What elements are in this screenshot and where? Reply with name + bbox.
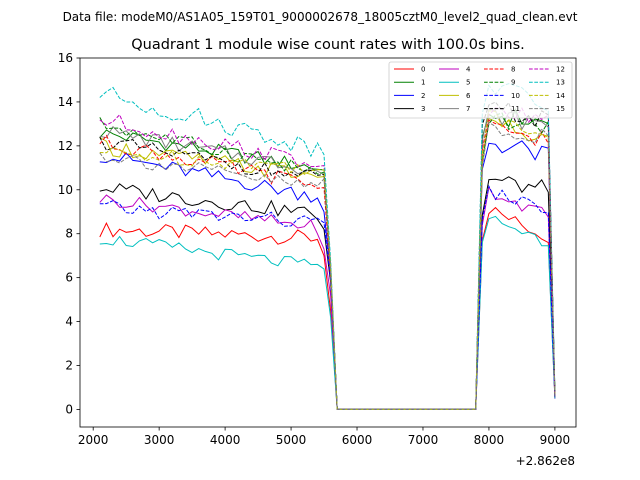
plot-area [99, 83, 556, 410]
legend-label-13: 13 [556, 79, 565, 87]
x-tick-label: 3000 [144, 433, 175, 447]
x-tick-label: 8000 [474, 433, 505, 447]
legend-label-3: 3 [421, 105, 425, 113]
x-tick-label: 2000 [78, 433, 109, 447]
y-tick-label: 4 [65, 315, 73, 329]
legend-label-1: 1 [421, 79, 425, 87]
y-tick-label: 6 [65, 271, 73, 285]
series-line-0 [99, 206, 556, 410]
series-line-6 [99, 118, 556, 410]
series-line-8 [99, 119, 556, 410]
x-tick-label: 5000 [276, 433, 307, 447]
legend-label-0: 0 [421, 66, 425, 74]
legend-label-14: 14 [556, 92, 565, 100]
legend-label-7: 7 [466, 105, 470, 113]
y-tick-label: 14 [58, 95, 73, 109]
series-line-13 [99, 83, 556, 410]
x-tick-label: 9000 [540, 433, 571, 447]
y-tick-label: 12 [58, 139, 73, 153]
axes-frame [79, 57, 577, 428]
x-offset-label: +2.862e8 [516, 454, 575, 468]
series-line-9 [99, 112, 556, 410]
legend-label-11: 11 [511, 105, 520, 113]
legend-label-5: 5 [466, 79, 470, 87]
chart-suptitle: Data file: modeM0/AS1A05_159T01_90000026… [63, 10, 578, 24]
x-tick-label: 7000 [408, 433, 439, 447]
legend-label-6: 6 [466, 92, 471, 100]
legend-label-4: 4 [466, 66, 471, 74]
y-tick-label: 8 [65, 227, 73, 241]
legend-label-12: 12 [556, 66, 565, 74]
legend-label-9: 9 [511, 79, 515, 87]
series-line-5 [99, 215, 556, 410]
series-line-14 [99, 110, 556, 410]
legend-label-15: 15 [556, 105, 565, 113]
series-line-10 [99, 184, 556, 410]
chart-title: Quadrant 1 module wise count rates with … [131, 37, 525, 53]
series-line-15 [99, 121, 556, 410]
y-tick-label: 2 [65, 359, 73, 373]
x-tick-label: 4000 [210, 433, 241, 447]
legend-label-2: 2 [421, 92, 425, 100]
legend-label-10: 10 [511, 92, 520, 100]
legend-box [388, 61, 573, 119]
y-tick-label: 10 [58, 183, 73, 197]
legend-label-8: 8 [511, 66, 515, 74]
axes: 2000 3000 4000 5000 6000 7000 8000 900002468101… [58, 51, 577, 447]
x-tick-label: 6000 [342, 433, 373, 447]
y-tick-label: 16 [58, 51, 73, 65]
y-tick-label: 0 [65, 402, 73, 416]
